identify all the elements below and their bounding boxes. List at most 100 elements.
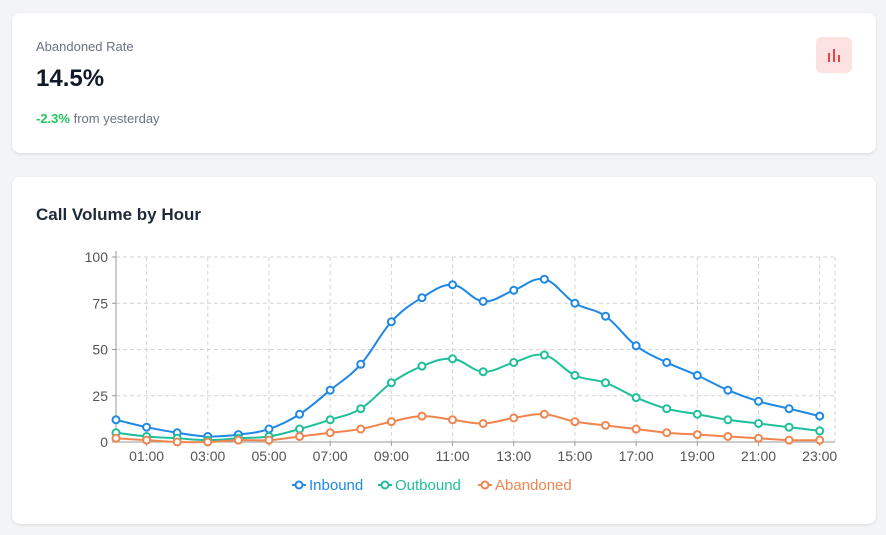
y-tick-label: 100 (85, 249, 109, 265)
data-point-abandoned (203, 437, 213, 447)
data-point-inbound (570, 298, 580, 308)
data-point-outbound (723, 415, 733, 425)
data-point-outbound (754, 419, 764, 428)
x-tick-label: 13:00 (496, 448, 531, 464)
x-tick-label: 03:00 (190, 448, 225, 464)
call-volume-card: Call Volume by Hour 0 25 50 75 100 01:00 03:00… (12, 177, 876, 524)
data-point-abandoned (264, 435, 274, 445)
data-point-inbound (478, 296, 488, 306)
call-volume-chart: 0 25 50 75 100 01:00 03:00 05:00 07:00 09:00 11:00… (85, 249, 838, 494)
x-tick-label: 05:00 (251, 448, 286, 464)
data-point-inbound (539, 274, 549, 284)
data-point-abandoned (172, 437, 182, 447)
data-point-abandoned (386, 417, 396, 427)
data-point-outbound (509, 357, 519, 367)
data-point-outbound (386, 378, 396, 388)
data-point-abandoned (815, 435, 825, 445)
x-tick-label: 21:00 (741, 448, 776, 464)
legend-item-inbound: Inbound (292, 477, 363, 494)
data-point-abandoned (478, 419, 488, 428)
data-point-outbound (356, 404, 366, 414)
data-point-abandoned (142, 435, 152, 445)
data-point-abandoned (356, 424, 366, 434)
data-point-outbound (295, 424, 305, 434)
data-point-inbound (448, 280, 458, 290)
stat-delta-suffix: from yesterday (69, 111, 160, 126)
data-point-abandoned (570, 417, 580, 427)
data-point-inbound (356, 359, 366, 369)
data-point-inbound (509, 285, 519, 295)
data-point-abandoned (417, 411, 427, 421)
data-point-abandoned (295, 431, 305, 441)
data-point-abandoned (631, 424, 641, 434)
series-line-inbound (115, 277, 820, 438)
legend-label: Inbound (309, 477, 363, 494)
data-point-inbound (692, 370, 702, 380)
data-point-inbound (295, 409, 305, 419)
y-tick-label: 0 (100, 434, 108, 450)
x-tick-label: 01:00 (129, 448, 164, 464)
data-point-outbound (662, 404, 672, 414)
data-point-inbound (784, 404, 794, 414)
data-point-outbound (478, 367, 488, 377)
legend-swatch-marker (480, 480, 490, 490)
bar-chart-icon (816, 37, 852, 73)
abandoned-rate-card: Abandoned Rate 14.5% -2.3% from yesterda… (12, 13, 876, 153)
data-point-outbound (417, 361, 427, 371)
data-point-inbound (111, 415, 121, 425)
stat-label: Abandoned Rate (36, 39, 134, 54)
data-point-abandoned (111, 433, 121, 443)
y-tick-label: 50 (92, 342, 108, 358)
data-point-abandoned (233, 435, 243, 445)
data-point-abandoned (754, 433, 764, 443)
data-point-outbound (815, 426, 825, 436)
data-point-outbound (692, 409, 702, 419)
data-point-inbound (754, 396, 764, 406)
data-point-outbound (448, 354, 458, 364)
data-point-inbound (815, 411, 825, 421)
data-point-inbound (264, 424, 274, 434)
data-point-outbound (784, 422, 794, 432)
data-point-abandoned (601, 420, 611, 430)
data-point-abandoned (325, 428, 335, 438)
data-point-inbound (631, 341, 641, 351)
data-point-abandoned (784, 435, 794, 445)
x-tick-label: 15:00 (557, 448, 592, 464)
data-point-inbound (417, 293, 427, 303)
legend-item-abandoned: Abandoned (478, 477, 572, 494)
x-tick-label: 23:00 (802, 448, 837, 464)
data-point-abandoned (723, 431, 733, 441)
x-tick-label: 07:00 (313, 448, 348, 464)
data-point-inbound (601, 311, 611, 321)
data-point-inbound (723, 385, 733, 395)
x-tick-label: 19:00 (680, 448, 715, 464)
data-point-outbound (601, 378, 611, 388)
data-point-abandoned (662, 428, 672, 438)
data-point-inbound (142, 422, 152, 432)
legend-swatch-marker (380, 480, 390, 490)
data-point-inbound (386, 317, 396, 327)
data-point-inbound (662, 357, 672, 367)
data-point-outbound (539, 350, 549, 360)
stat-change: -2.3% from yesterday (36, 111, 160, 126)
data-point-abandoned (509, 413, 519, 423)
y-tick-label: 25 (92, 388, 108, 404)
y-tick-label: 75 (92, 295, 108, 311)
chart-title: Call Volume by Hour (36, 205, 201, 224)
data-point-abandoned (448, 415, 458, 425)
x-tick-label: 11:00 (436, 448, 470, 464)
data-point-outbound (570, 370, 580, 380)
data-point-outbound (631, 393, 641, 403)
x-tick-label: 09:00 (374, 448, 409, 464)
stat-delta: -2.3% (36, 111, 70, 126)
stat-value: 14.5% (36, 65, 105, 92)
legend-label: Abandoned (495, 477, 572, 494)
legend-swatch-marker (294, 480, 304, 490)
data-point-abandoned (692, 430, 702, 440)
series-line-outbound (115, 353, 820, 442)
data-point-abandoned (539, 409, 549, 419)
data-point-outbound (325, 415, 335, 425)
data-point-inbound (325, 385, 335, 395)
x-tick-label: 17:00 (619, 448, 654, 464)
legend-label: Outbound (395, 477, 461, 494)
